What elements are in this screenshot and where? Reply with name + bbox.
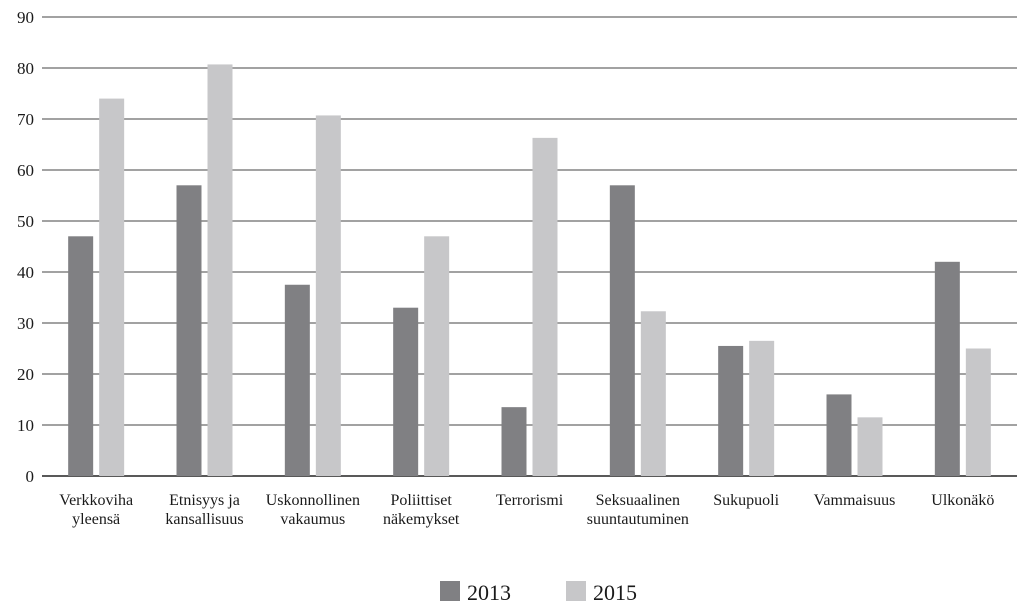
x-tick-label-line: kansallisuus bbox=[165, 511, 243, 528]
bar-2015-2 bbox=[315, 115, 341, 477]
x-tick-label: Ulkonäkö bbox=[931, 492, 994, 509]
y-tick-label: 90 bbox=[17, 8, 34, 27]
gridlines bbox=[42, 16, 1017, 477]
bar-2015-0 bbox=[99, 98, 125, 476]
bar-2013-8 bbox=[934, 261, 960, 476]
bar-2013-3 bbox=[393, 307, 419, 476]
x-tick-label: Terrorismi bbox=[496, 492, 564, 509]
x-tick-label-line: suuntautuminen bbox=[587, 511, 689, 528]
x-tick-label-line: Uskonnollinen bbox=[266, 492, 360, 509]
y-tick-label: 20 bbox=[17, 365, 34, 384]
x-tick-label-line: Sukupuoli bbox=[713, 492, 779, 509]
y-tick-label: 50 bbox=[17, 212, 34, 231]
bar-2013-2 bbox=[284, 284, 310, 476]
x-tick-label: Vammaisuus bbox=[814, 492, 896, 509]
legend-label: 2015 bbox=[593, 580, 637, 603]
y-tick-label: 30 bbox=[17, 314, 34, 333]
x-tick-label: Seksuaalinen suuntautuminen bbox=[587, 492, 689, 528]
x-tick-label-line: Seksuaalinen bbox=[596, 492, 680, 509]
x-axis-labels: Verkkoviha yleensä Etnisyys ja kansallisuus… bbox=[59, 492, 994, 528]
y-tick-label: 70 bbox=[17, 110, 34, 129]
legend: 2013 2015 bbox=[440, 580, 637, 603]
y-tick-label: 80 bbox=[17, 59, 34, 78]
bar-2015-8 bbox=[965, 348, 991, 476]
bar-2013-1 bbox=[176, 185, 202, 477]
x-tick-label: Etnisyys ja kansallisuus bbox=[165, 492, 243, 528]
x-tick-label-line: Ulkonäkö bbox=[931, 492, 994, 509]
y-tick-label: 0 bbox=[26, 467, 35, 486]
bar-2013-4 bbox=[501, 407, 527, 476]
x-tick-label-line: Verkkoviha bbox=[59, 492, 133, 509]
y-tick-label: 60 bbox=[17, 161, 34, 180]
x-tick-label-line: Vammaisuus bbox=[814, 492, 896, 509]
y-axis-ticks: 0 10 20 30 40 50 60 70 80 90 bbox=[17, 8, 34, 486]
x-tick-label-line: Poliittiset bbox=[390, 492, 452, 509]
legend-swatch-2013 bbox=[440, 581, 460, 601]
legend-label: 2013 bbox=[467, 580, 511, 603]
bar-2013-7 bbox=[826, 394, 852, 476]
bar-2015-6 bbox=[749, 340, 775, 476]
x-tick-label: Uskonnollinen vakaumus bbox=[266, 492, 360, 528]
x-tick-label: Verkkoviha yleensä bbox=[59, 492, 133, 528]
bar-2015-3 bbox=[424, 236, 450, 476]
y-tick-label: 40 bbox=[17, 263, 34, 282]
bars bbox=[68, 64, 991, 477]
bar-2015-1 bbox=[207, 64, 233, 477]
bar-2013-6 bbox=[718, 345, 744, 476]
x-tick-label-line: yleensä bbox=[72, 511, 120, 528]
legend-swatch-2015 bbox=[566, 581, 586, 601]
x-tick-label-line: Etnisyys ja bbox=[169, 492, 240, 509]
bar-2015-5 bbox=[640, 311, 666, 476]
x-tick-label-line: Terrorismi bbox=[496, 492, 564, 509]
x-tick-label: Sukupuoli bbox=[713, 492, 779, 509]
y-tick-label: 10 bbox=[17, 416, 34, 435]
bar-2013-0 bbox=[68, 236, 94, 476]
bar-2015-7 bbox=[857, 417, 883, 476]
bar-2015-4 bbox=[532, 137, 558, 476]
x-tick-label-line: vakaumus bbox=[280, 511, 345, 528]
x-tick-label-line: näkemykset bbox=[383, 511, 460, 528]
bar-2013-5 bbox=[609, 185, 635, 477]
x-tick-label: Poliittiset näkemykset bbox=[383, 492, 460, 528]
